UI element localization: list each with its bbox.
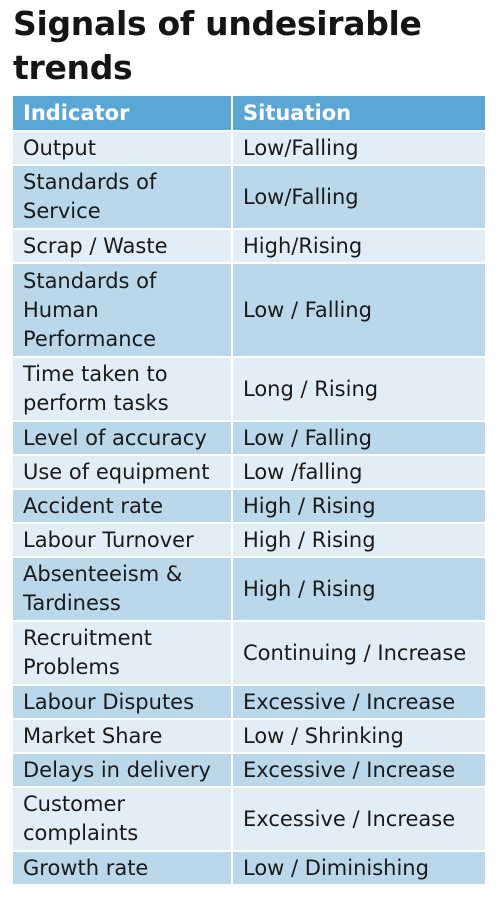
header-indicator: Indicator	[13, 96, 233, 132]
table-header-row: Indicator Situation	[13, 96, 485, 132]
indicator-cell: Absenteeism & Tardiness	[13, 557, 233, 622]
situation-cell: Continuing / Increase	[232, 621, 485, 686]
situation-cell: Low / Shrinking	[232, 719, 485, 754]
table-row: Level of accuracy Low / Falling	[13, 421, 485, 456]
situation-cell: Low / Diminishing	[232, 851, 485, 886]
table-row: Labour Turnover High / Rising	[13, 523, 485, 558]
table-row: Market Share Low / Shrinking	[13, 719, 485, 754]
situation-cell: High / Rising	[232, 489, 485, 524]
indicator-cell: Labour Disputes	[13, 685, 233, 720]
situation-cell: Long / Rising	[232, 357, 485, 422]
table-row: Absenteeism & Tardiness High / Rising	[13, 557, 485, 622]
table-row: Standards of Human Performance Low / Fall…	[13, 263, 485, 358]
situation-cell: Excessive / Increase	[232, 753, 485, 788]
indicator-cell: Customer complaints	[13, 787, 233, 852]
situation-cell: Low / Falling	[232, 263, 485, 358]
indicator-cell: Accident rate	[13, 489, 233, 524]
situation-cell: High / Rising	[232, 557, 485, 622]
indicator-cell: Output	[13, 131, 233, 166]
page-title: Signals of undesirable trends	[13, 4, 422, 87]
indicator-cell: Scrap / Waste	[13, 229, 233, 264]
table-row: Scrap / Waste High/Rising	[13, 229, 485, 264]
table-row: Customer complaints Excessive / Increase	[13, 787, 485, 852]
situation-cell: Excessive / Increase	[232, 685, 485, 720]
indicator-cell: Labour Turnover	[13, 523, 233, 558]
situation-cell: Low / Falling	[232, 421, 485, 456]
situation-cell: High/Rising	[232, 229, 485, 264]
indicator-cell: Level of accuracy	[13, 421, 233, 456]
situation-cell: Excessive / Increase	[232, 787, 485, 852]
indicator-cell: Growth rate	[13, 851, 233, 886]
indicator-cell: Time taken to perform tasks	[13, 357, 233, 422]
table-row: Recruitment Problems Continuing / Increas…	[13, 621, 485, 686]
indicator-cell: Delays in delivery	[13, 753, 233, 788]
indicator-cell: Recruitment Problems	[13, 621, 233, 686]
table-row: Use of equipment Low /falling	[13, 455, 485, 490]
table-row: Time taken to perform tasks Long / Rising	[13, 357, 485, 422]
situation-cell: Low/Falling	[232, 131, 485, 166]
table-row: Accident rate High / Rising	[13, 489, 485, 524]
table-row: Delays in delivery Excessive / Increase	[13, 753, 485, 788]
indicators-table: Indicator Situation Output Low/Falling St…	[13, 96, 485, 886]
indicator-cell: Market Share	[13, 719, 233, 754]
table-row: Growth rate Low / Diminishing	[13, 851, 485, 886]
situation-cell: High / Rising	[232, 523, 485, 558]
indicator-cell: Standards of Human Performance	[13, 263, 233, 358]
header-situation: Situation	[232, 96, 485, 132]
indicator-cell: Standards of Service	[13, 165, 233, 230]
table-row: Standards of Service Low/Falling	[13, 165, 485, 230]
situation-cell: Low/Falling	[232, 165, 485, 230]
table-row: Labour Disputes Excessive / Increase	[13, 685, 485, 720]
table-body: Output Low/Falling Standards of Service Lo…	[13, 131, 485, 886]
table-row: Output Low/Falling	[13, 131, 485, 166]
situation-cell: Low /falling	[232, 455, 485, 490]
indicator-cell: Use of equipment	[13, 455, 233, 490]
